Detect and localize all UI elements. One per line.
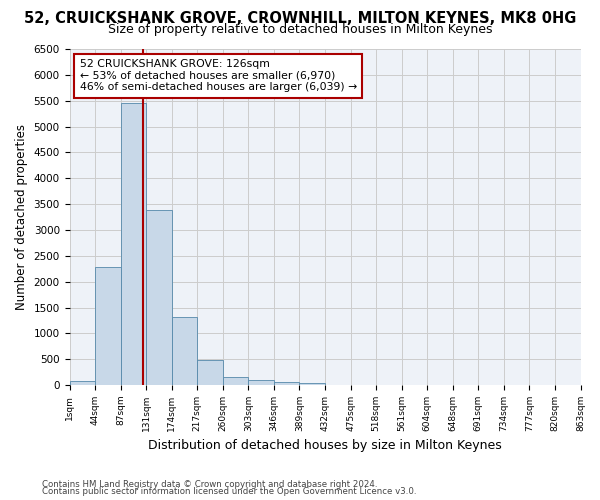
Text: 52, CRUICKSHANK GROVE, CROWNHILL, MILTON KEYNES, MK8 0HG: 52, CRUICKSHANK GROVE, CROWNHILL, MILTON… bbox=[24, 11, 576, 26]
Bar bbox=[70, 381, 95, 385]
X-axis label: Distribution of detached houses by size in Milton Keynes: Distribution of detached houses by size … bbox=[148, 440, 502, 452]
Text: 52 CRUICKSHANK GROVE: 126sqm
← 53% of detached houses are smaller (6,970)
46% of: 52 CRUICKSHANK GROVE: 126sqm ← 53% of de… bbox=[80, 59, 357, 92]
Bar bbox=[197, 360, 223, 385]
Bar bbox=[248, 380, 274, 385]
Bar bbox=[223, 377, 248, 385]
Text: Size of property relative to detached houses in Milton Keynes: Size of property relative to detached ho… bbox=[108, 22, 492, 36]
Bar bbox=[121, 104, 146, 385]
Bar bbox=[95, 268, 121, 385]
Bar bbox=[146, 210, 172, 385]
Text: Contains HM Land Registry data © Crown copyright and database right 2024.: Contains HM Land Registry data © Crown c… bbox=[42, 480, 377, 489]
Text: Contains public sector information licensed under the Open Government Licence v3: Contains public sector information licen… bbox=[42, 488, 416, 496]
Bar bbox=[299, 383, 325, 385]
Bar bbox=[274, 382, 299, 385]
Y-axis label: Number of detached properties: Number of detached properties bbox=[15, 124, 28, 310]
Bar bbox=[172, 318, 197, 385]
